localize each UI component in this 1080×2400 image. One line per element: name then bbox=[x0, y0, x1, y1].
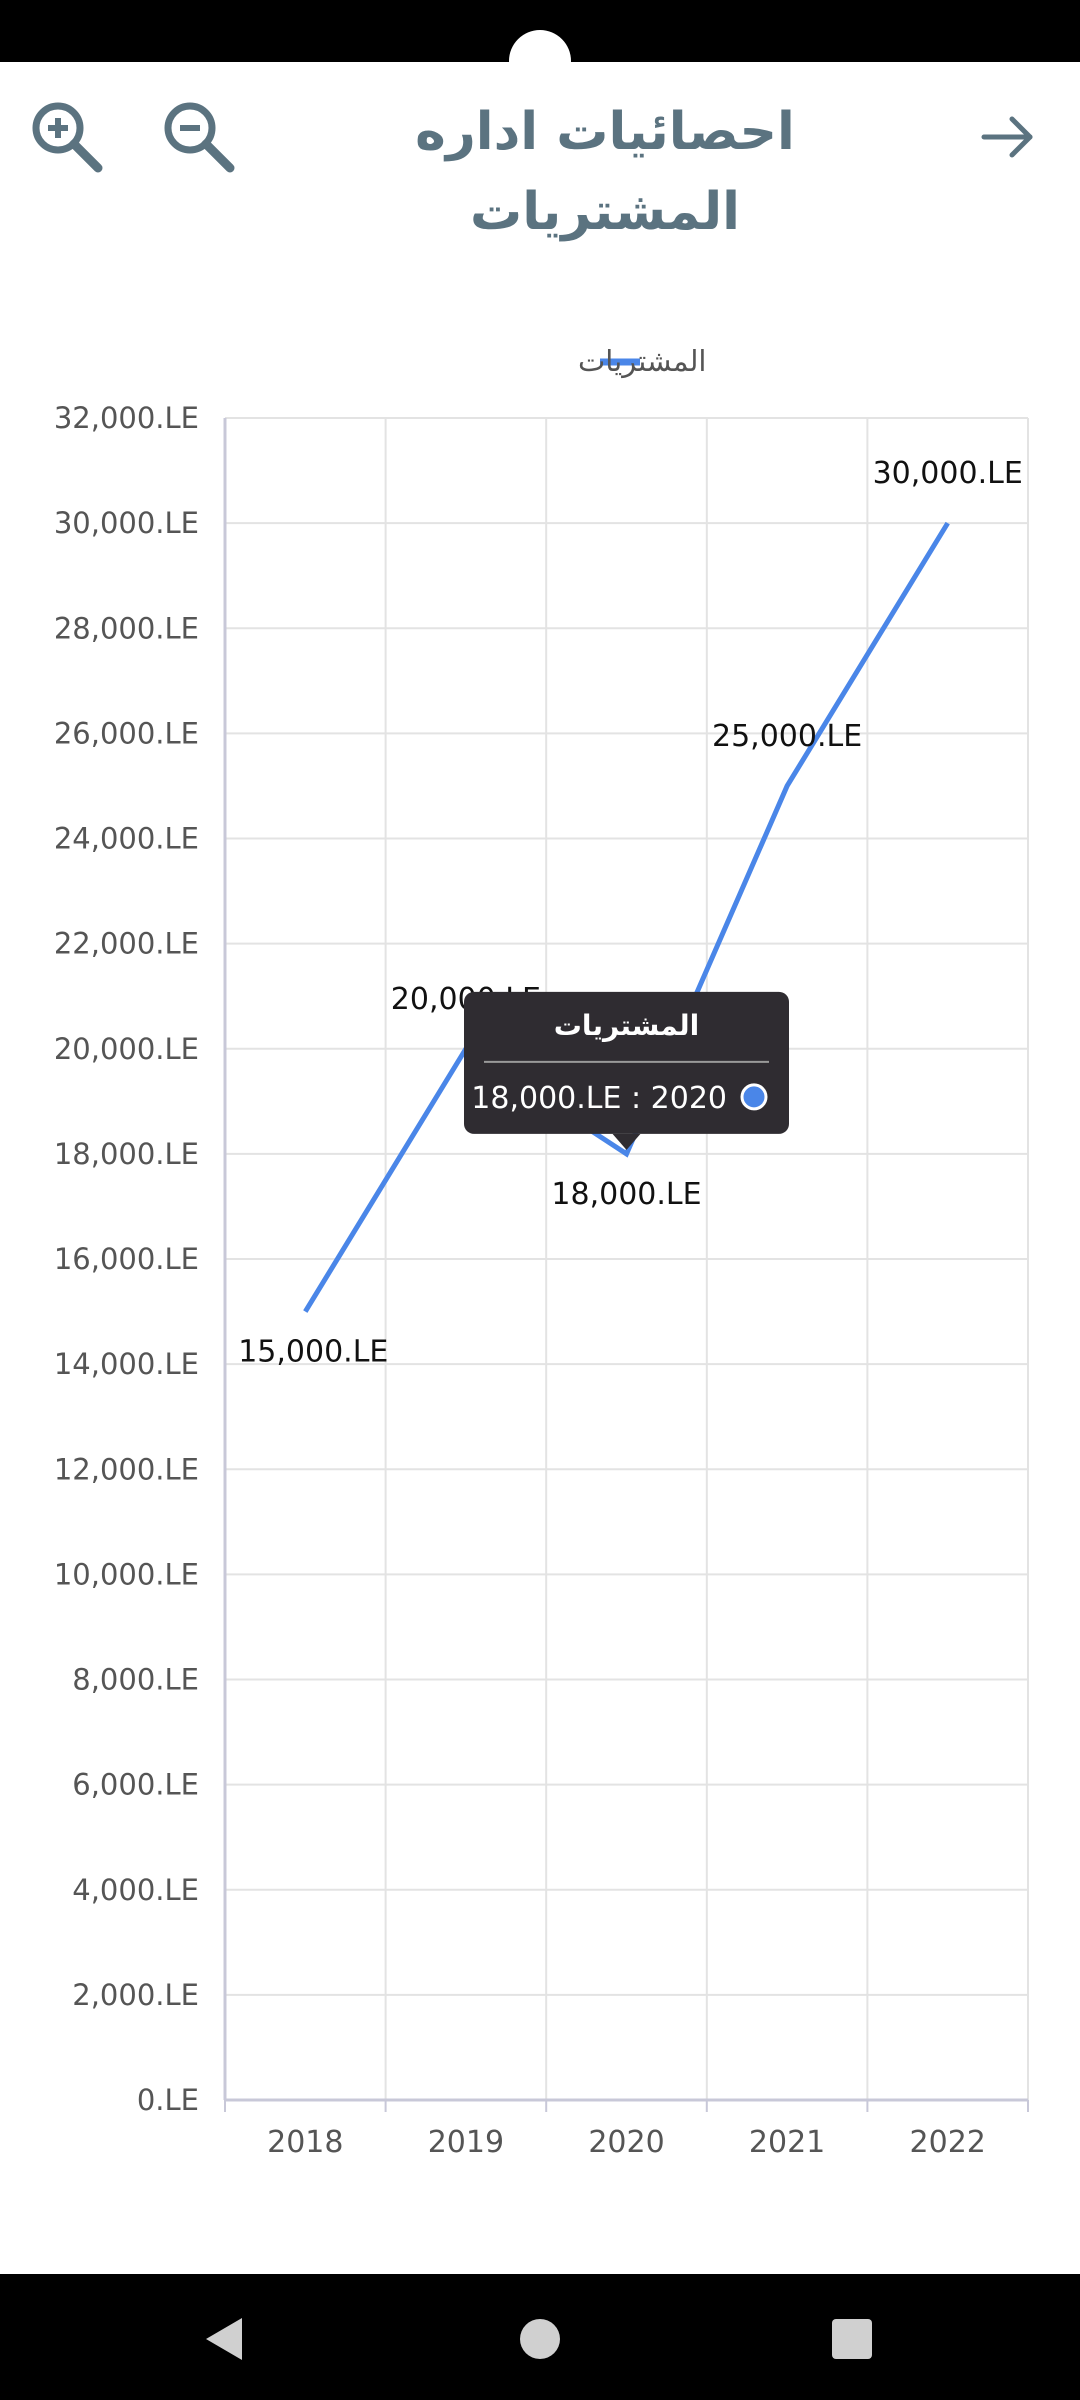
zoom-in-icon bbox=[32, 102, 103, 173]
y-tick-label: 24,000.LE bbox=[54, 822, 199, 856]
y-tick-label: 0.LE bbox=[137, 2083, 199, 2117]
data-point[interactable] bbox=[938, 513, 958, 533]
y-tick-label: 28,000.LE bbox=[54, 611, 199, 645]
zoom-out-icon bbox=[164, 102, 235, 173]
nav-home-button[interactable] bbox=[495, 2294, 585, 2384]
back-button[interactable] bbox=[962, 92, 1052, 182]
home-circle-icon bbox=[520, 2319, 560, 2359]
tooltip-pointer bbox=[612, 1133, 641, 1150]
x-tick-label: 2021 bbox=[749, 2125, 825, 2160]
nav-recents-button[interactable] bbox=[807, 2294, 897, 2384]
zoom-out-button[interactable] bbox=[152, 90, 242, 180]
y-tick-label: 22,000.LE bbox=[54, 927, 199, 961]
data-point[interactable] bbox=[295, 1302, 315, 1322]
series-line[interactable] bbox=[303, 521, 950, 1313]
tooltip-title: المشتريات bbox=[554, 1009, 699, 1042]
recents-square-icon bbox=[832, 2319, 872, 2359]
app-bar bbox=[0, 62, 1080, 212]
x-tick-label: 2018 bbox=[267, 2125, 343, 2160]
y-tick-label: 6,000.LE bbox=[72, 1768, 199, 1802]
zoom-in-button[interactable] bbox=[20, 90, 110, 180]
x-tick-label: 2020 bbox=[588, 2125, 664, 2160]
navigation-bar bbox=[0, 2274, 1080, 2400]
y-tick-label: 30,000.LE bbox=[54, 506, 199, 540]
data-label: 30,000.LE bbox=[873, 456, 1023, 491]
nav-back-button[interactable] bbox=[180, 2294, 270, 2384]
y-tick-label: 10,000.LE bbox=[54, 1557, 199, 1591]
y-tick-label: 14,000.LE bbox=[54, 1347, 199, 1381]
y-tick-label: 12,000.LE bbox=[54, 1452, 199, 1486]
x-tick-label: 2022 bbox=[910, 2125, 986, 2160]
y-tick-label: 8,000.LE bbox=[72, 1663, 199, 1697]
y-tick-label: 32,000.LE bbox=[54, 401, 199, 435]
y-tick-label: 18,000.LE bbox=[54, 1137, 199, 1171]
data-point[interactable] bbox=[777, 776, 797, 796]
line-chart[interactable]: 0.LE 2,000.LE 4,000.LE 6,000.LE 8,000.LE 10,0… bbox=[0, 300, 1080, 2160]
tooltip-text: 18,000.LE : 2020 bbox=[471, 1081, 727, 1116]
data-label: 15,000.LE bbox=[238, 1335, 388, 1370]
legend-label: المشتريات bbox=[578, 344, 707, 378]
data-label: 25,000.LE bbox=[712, 719, 862, 754]
tooltip-marker bbox=[740, 1083, 768, 1111]
y-tick-label: 20,000.LE bbox=[54, 1032, 199, 1066]
arrow-right-icon bbox=[981, 116, 1033, 158]
data-label: 18,000.LE bbox=[551, 1177, 701, 1212]
x-tick-label: 2019 bbox=[428, 2125, 504, 2160]
y-tick-label: 2,000.LE bbox=[72, 1978, 199, 2012]
page-title: احصائيات اداره المشتريات bbox=[415, 102, 795, 242]
y-tick-label: 26,000.LE bbox=[54, 716, 199, 750]
y-tick-label: 4,000.LE bbox=[72, 1873, 199, 1907]
y-tick-label: 16,000.LE bbox=[54, 1242, 199, 1276]
chart[interactable]: 0.LE 2,000.LE 4,000.LE 6,000.LE 8,000.LE 10,0… bbox=[0, 300, 1080, 2160]
back-triangle-icon bbox=[206, 2318, 242, 2360]
